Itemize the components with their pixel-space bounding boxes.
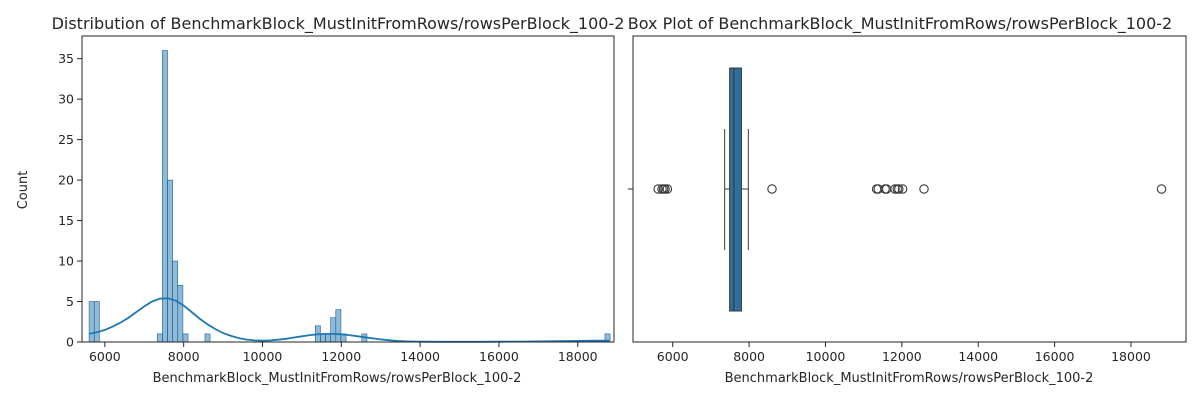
histogram-title: Distribution of BenchmarkBlock_MustInitF…: [52, 14, 625, 34]
histogram-bar: [335, 309, 342, 343]
x-tick-label: 6000: [89, 349, 121, 364]
boxplot-outlier: [890, 184, 900, 194]
boxplot-outlier: [653, 184, 663, 194]
y-tick-label: 25: [58, 132, 74, 147]
boxplot-outlier: [1156, 184, 1167, 194]
histogram-bar: [330, 317, 337, 343]
histogram-bar: [156, 333, 163, 343]
y-tick-label: 5: [66, 294, 74, 309]
x-tick-label: 18000: [558, 349, 598, 364]
y-tick-label: 35: [58, 51, 74, 66]
x-tick-label: 12000: [321, 349, 361, 364]
boxplot-outlier: [662, 184, 673, 194]
histogram-y-ticks: 0 5 10 15 20 25 30 35: [58, 51, 82, 350]
histogram-bar: [320, 333, 326, 343]
x-tick-label: 8000: [733, 349, 765, 364]
histogram-x-label: BenchmarkBlock_MustInitFromRows/rowsPerB…: [153, 371, 522, 386]
histogram-bar: [204, 333, 211, 343]
y-tick-label: 0: [66, 335, 74, 350]
histogram-bar: [88, 301, 95, 343]
x-tick-label: 6000: [657, 349, 689, 364]
boxplot-x-ticks: 6000 8000 10000 12000 14000 16000 18000: [657, 342, 1151, 364]
histogram-bar: [182, 333, 189, 343]
y-tick-label: 15: [58, 213, 74, 228]
boxplot-title: Box Plot of BenchmarkBlock_MustInitFromR…: [628, 14, 1172, 34]
x-tick-label: 12000: [882, 349, 922, 364]
histogram-y-label: Count: [16, 171, 31, 210]
boxplot-outliers: [653, 184, 1167, 194]
x-tick-label: 14000: [958, 349, 998, 364]
x-tick-label: 8000: [168, 349, 200, 364]
boxplot-axes-frame: [632, 35, 1187, 343]
boxplot-box-group: [724, 67, 749, 312]
histogram-bars: [88, 50, 611, 343]
histogram-x-ticks: 6000 8000 10000 12000 14000 16000 18000: [89, 342, 598, 364]
x-tick-label: 16000: [1035, 349, 1075, 364]
boxplot-x-label: BenchmarkBlock_MustInitFromRows/rowsPerB…: [725, 371, 1094, 386]
boxplot-outlier: [894, 184, 904, 194]
boxplot-outlier: [767, 184, 777, 194]
boxplot-outlier: [919, 184, 929, 194]
x-tick-label: 10000: [806, 349, 846, 364]
histogram-bar: [325, 333, 331, 343]
x-tick-label: 18000: [1111, 349, 1151, 364]
histogram-bar: [93, 301, 100, 343]
y-tick-label: 10: [58, 254, 74, 269]
histogram-axes-frame: [81, 35, 615, 343]
boxplot-panel: 6000 8000 10000 12000 14000 16000 18000 Box Pl…: [628, 14, 1187, 386]
y-tick-label: 30: [58, 92, 74, 107]
x-tick-label: 10000: [243, 349, 283, 364]
histogram-bar: [167, 179, 173, 343]
boxplot-outlier: [660, 184, 670, 194]
x-tick-label: 16000: [479, 349, 519, 364]
histogram-panel: 6000 8000 10000 12000 14000 16000 18000 0 5 10 15…: [16, 14, 624, 386]
boxplot-outlier: [897, 184, 908, 194]
boxplot-box: [729, 67, 742, 312]
x-tick-label: 14000: [400, 349, 440, 364]
histogram-bar: [177, 285, 184, 343]
y-tick-label: 20: [58, 173, 74, 188]
